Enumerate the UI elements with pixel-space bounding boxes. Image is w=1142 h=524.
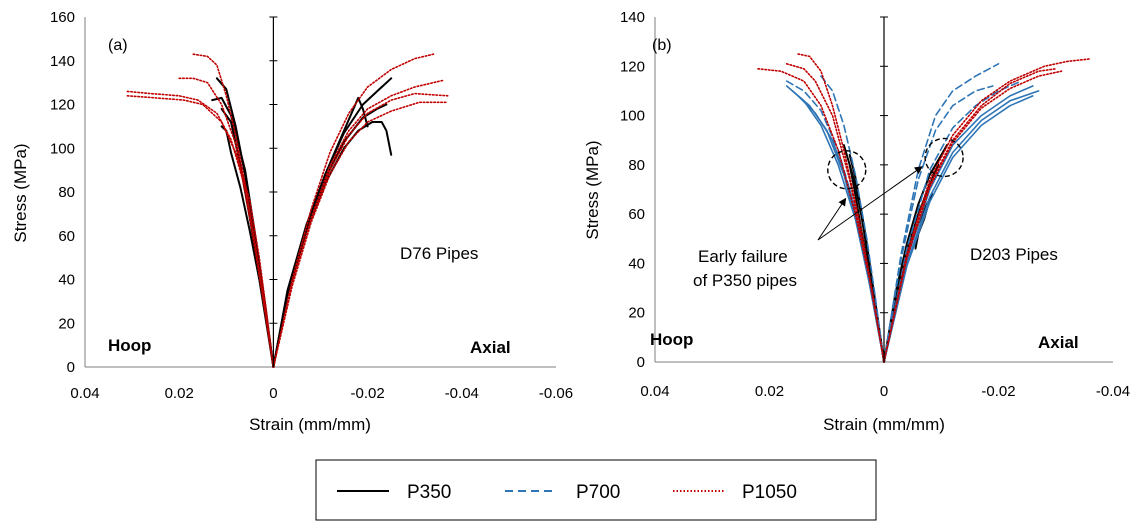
panel-b-curve-p1050-dotted	[797, 53, 885, 363]
panel-b-curve-p1050-dotted	[785, 63, 885, 363]
panel-b-y-tick-label: 40	[628, 255, 645, 272]
panel-b-annotation-line-1: Early failure	[698, 247, 788, 266]
panel-b-y-tick-label: 80	[628, 157, 645, 174]
panel-a-y-axis-label: Stress (MPa)	[11, 143, 30, 242]
panel-b-y-axis-label: Stress (MPa)	[583, 140, 602, 239]
panel-b-x-tick-label: -0.02	[981, 383, 1015, 400]
panel-b-curve-p700-dashed	[820, 75, 885, 363]
panel-a-curve-p350-solid	[211, 96, 275, 368]
panel-b-hoop-label: Hoop	[650, 330, 693, 349]
panel-b-y-tick-label: 60	[628, 206, 645, 223]
panel-a-x-tick-label: 0.04	[70, 385, 99, 402]
panel-b-x-tick-label: 0	[880, 383, 888, 400]
panel-b-curve-p700-solid	[883, 90, 1040, 363]
panel-a-y-tick-label: 100	[50, 140, 75, 157]
panel-b-x-tick-label: -0.04	[1096, 383, 1130, 400]
panel-b-curve-p1050-dotted	[883, 70, 1063, 363]
panel-b-x-axis-label: Strain (mm/mm)	[823, 415, 945, 434]
panel-a-x-tick-label: 0.02	[165, 385, 194, 402]
panel-a-curve-p1050-dotted	[272, 101, 449, 368]
panel-a-y-tick-label: 120	[50, 97, 75, 114]
panel-b-curve-p350-solid	[883, 144, 948, 363]
panel-b-curve-p1050-dotted	[883, 68, 1057, 363]
panel-b-curve-p700-solid	[883, 85, 1034, 363]
panel-b-axial-label: Axial	[1038, 333, 1079, 352]
panel-b-y-tick-label: 120	[620, 58, 645, 75]
panel-b: 0 20 40 60 80 100 120 140 0.04 0.02 0 -0.02 -0.04 (b…	[583, 9, 1130, 434]
legend-frame	[315, 459, 877, 521]
panel-b-curve-p700-solid	[791, 90, 885, 363]
panel-b-axes: 0 20 40 60 80 100 120 140 0.04 0.02 0 -0.02 -0.04	[620, 9, 1130, 400]
panel-b-curve-p700-solid	[883, 95, 1034, 363]
panel-a-x-tick-label: -0.02	[350, 385, 384, 402]
panel-a-curve-p350-solid	[272, 103, 388, 368]
panel-a-label: (a)	[108, 37, 128, 54]
panel-a-x-tick-label: 0	[269, 385, 277, 402]
panel-b-annotation-marks	[817, 137, 964, 241]
panel-b-curve-p700-dashed	[883, 63, 1000, 363]
panel-a-x-axis-label: Strain (mm/mm)	[249, 415, 371, 434]
panel-a-x-tick-label: -0.04	[445, 385, 479, 402]
panel-a-y-tick-label: 80	[58, 184, 75, 201]
panel-b-arrow-to-hoop	[817, 197, 847, 241]
panel-a-x-tick-label: -0.06	[539, 385, 573, 402]
panel-b-arrow-to-axial	[817, 166, 923, 241]
panel-a-y-tick-label: 140	[50, 53, 75, 70]
legend-label-p350: P350	[407, 482, 451, 503]
panel-a: 0 20 40 60 80 100 120 140 160 0.04 0.02 0 -0.02 -0.04…	[11, 9, 573, 434]
panel-b-curve-p700-dashed	[883, 85, 994, 363]
panel-b-curve-p700-dashed	[883, 80, 1023, 363]
panel-b-x-tick-label: 0.04	[640, 383, 669, 400]
panel-a-curve-p350-solid	[272, 96, 369, 368]
panel-a-y-tick-label: 160	[50, 9, 75, 26]
panel-a-specimen-label: D76 Pipes	[400, 244, 478, 263]
legend-label-p1050: P1050	[742, 482, 797, 503]
panel-b-x-tick-label: 0.02	[755, 383, 784, 400]
panel-b-curve-p1050-dotted	[757, 68, 885, 363]
panel-b-hoop-failure-circle	[827, 150, 867, 190]
panel-a-curve-p350-solid	[215, 77, 275, 368]
panel-a-curve-p350-solid	[220, 125, 275, 368]
panel-a-axial-label: Axial	[470, 338, 511, 357]
panel-a-y-tick-label: 20	[58, 315, 75, 332]
legend-label-p700: P700	[576, 482, 620, 503]
panel-b-y-tick-label: 100	[620, 108, 645, 125]
panel-a-hoop-label: Hoop	[108, 336, 151, 355]
panel-b-axial-failure-circle	[924, 137, 964, 178]
panel-b-y-tick-label: 0	[637, 354, 645, 371]
panel-b-specimen-label: D203 Pipes	[970, 245, 1058, 264]
panel-a-curves	[126, 53, 449, 368]
panel-a-curve-p1050-dotted	[126, 95, 275, 368]
panel-a-curve-p1050-dotted	[272, 92, 449, 368]
panel-a-curve-p1050-dotted	[178, 77, 275, 368]
panel-b-label: (b)	[652, 37, 672, 54]
panel-b-y-tick-label: 140	[620, 9, 645, 26]
legend: P350 P700 P1050	[315, 459, 877, 521]
panel-b-curves	[757, 53, 1091, 363]
panel-a-y-tick-label: 0	[67, 359, 75, 376]
panel-b-curve-p1050-dotted	[883, 58, 1091, 363]
panel-a-y-tick-label: 60	[58, 228, 75, 245]
panel-a-axes: 0 20 40 60 80 100 120 140 160 0.04 0.02 0 -0.02 -0.04…	[50, 9, 573, 402]
panel-b-annotation-line-2: of P350 pipes	[693, 271, 797, 290]
panel-a-y-tick-label: 40	[58, 272, 75, 289]
panel-a-plot-area	[84, 17, 556, 368]
panel-b-y-tick-label: 20	[628, 305, 645, 322]
panel-a-curve-p1050-dotted	[272, 53, 435, 368]
panel-a-curve-p1050-dotted	[192, 53, 275, 368]
